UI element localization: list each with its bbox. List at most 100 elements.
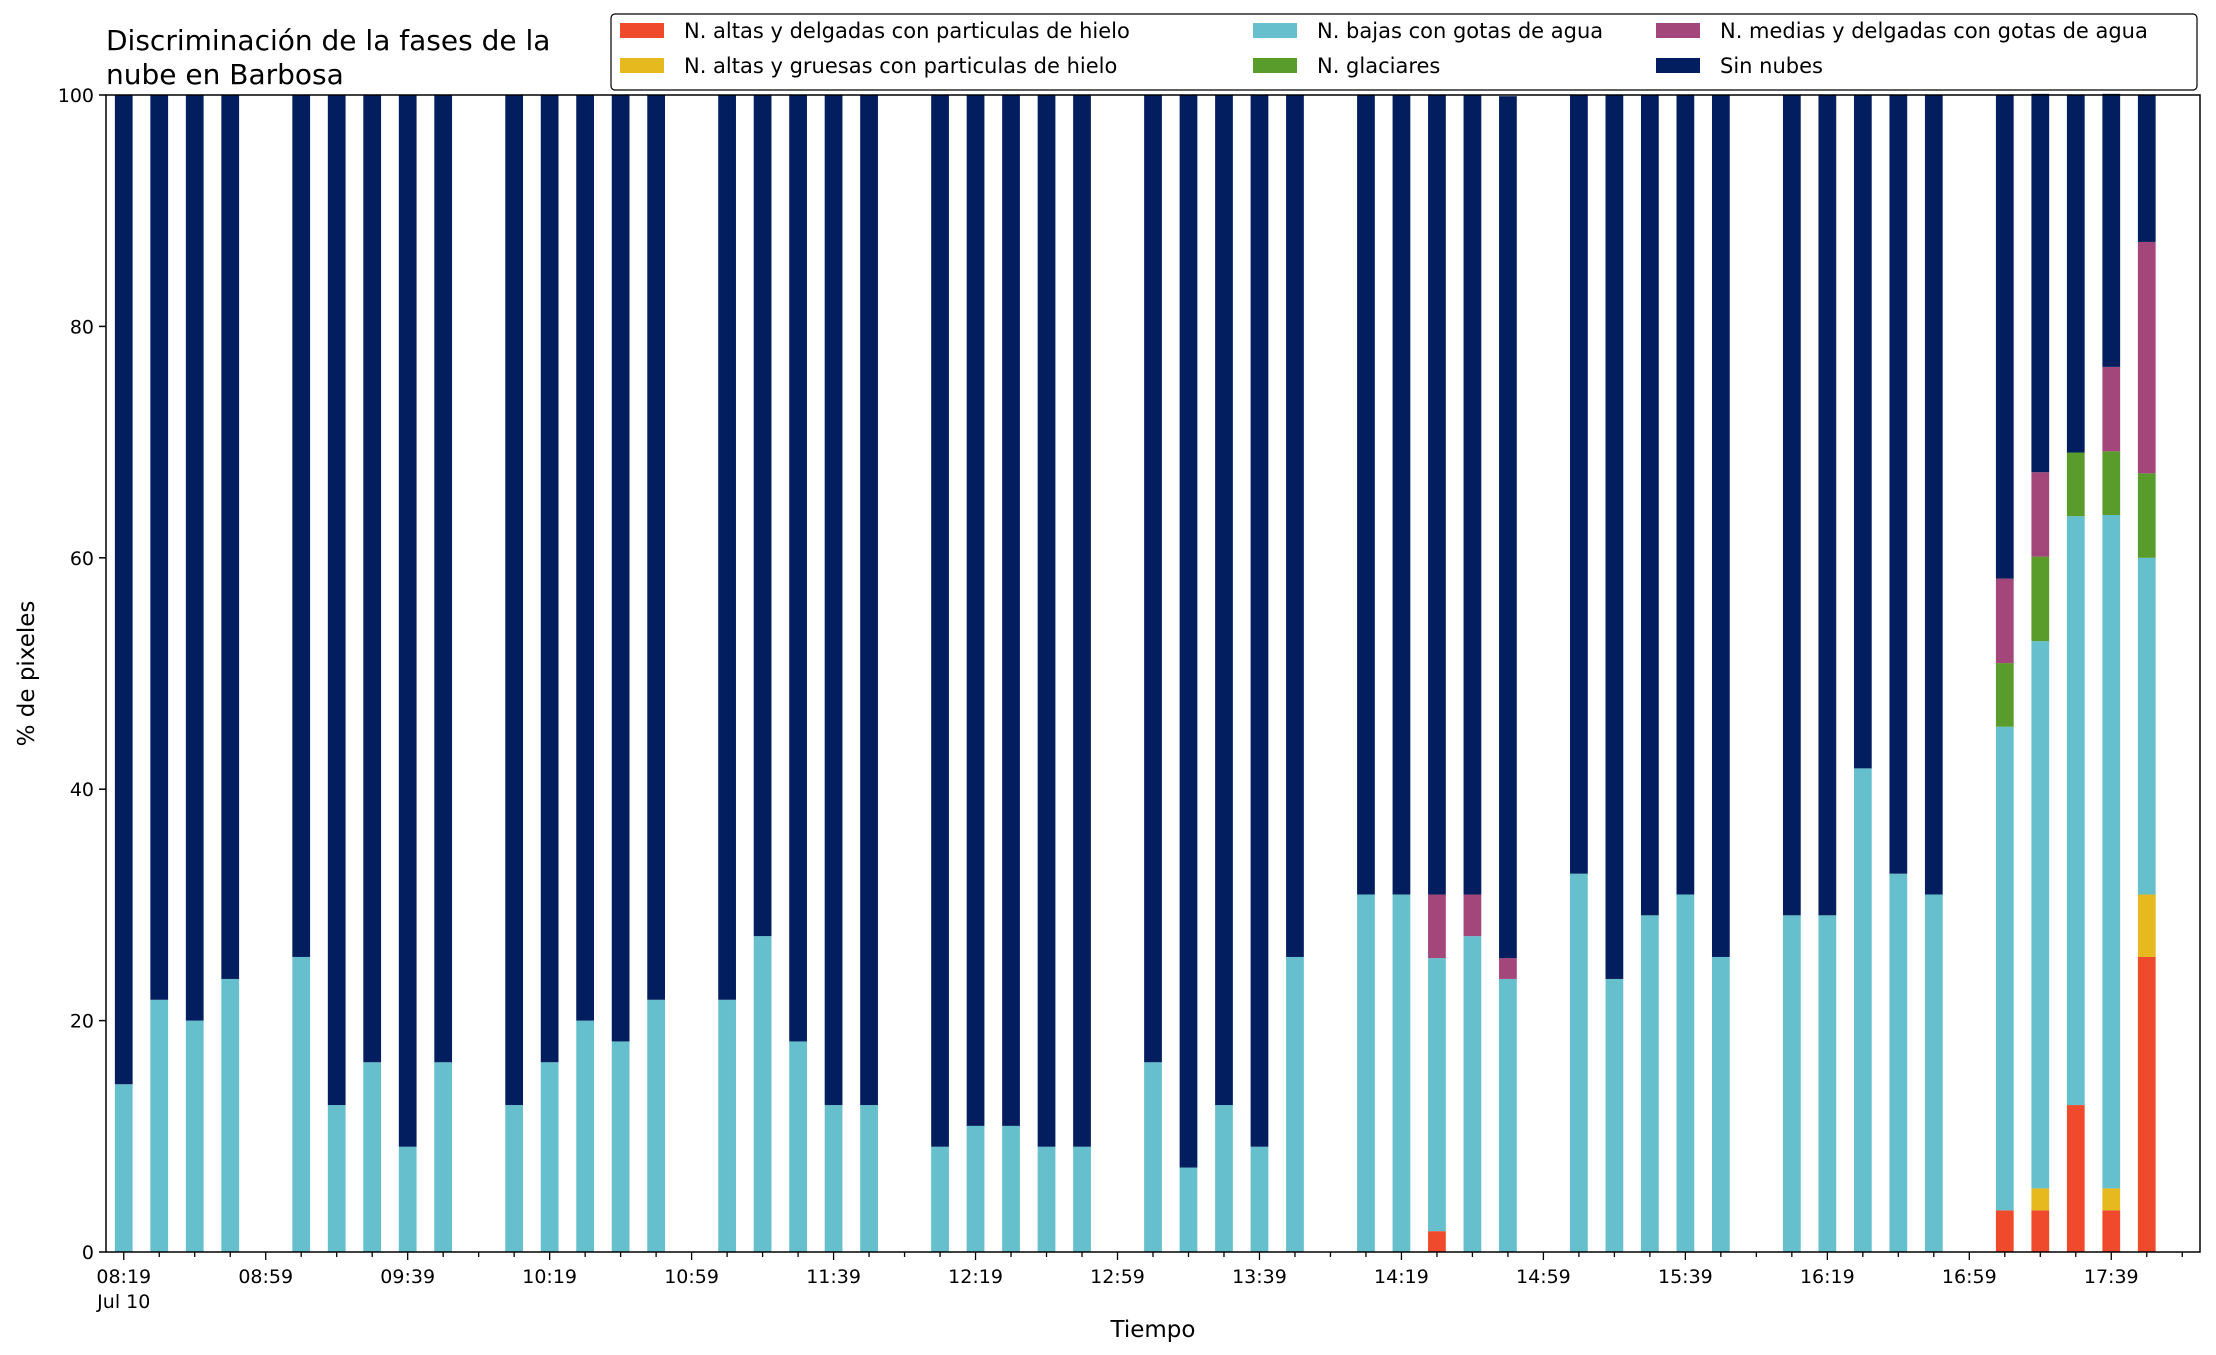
y-axis: 0 20 40 60 80 100 bbox=[58, 85, 106, 1264]
y-tick-label-5: 100 bbox=[58, 85, 94, 107]
bar-segment-2-2 bbox=[185, 1020, 204, 1252]
y-tick-label-3: 60 bbox=[70, 548, 94, 570]
legend-box bbox=[610, 13, 2198, 91]
bar-segment-5-11 bbox=[505, 95, 524, 1106]
bar-segment-4-56 bbox=[2102, 366, 2121, 452]
bar-segment-5-41 bbox=[1570, 95, 1588, 874]
bar-segment-2-0 bbox=[114, 1084, 133, 1252]
y-tick-label-4: 80 bbox=[70, 316, 94, 338]
bar-segment-0-55 bbox=[2066, 1105, 2085, 1252]
bar-segment-2-11 bbox=[505, 1105, 524, 1252]
bar-segment-2-19 bbox=[789, 1041, 807, 1252]
bar-segment-5-15 bbox=[647, 95, 665, 1000]
plot-frame bbox=[105, 94, 2201, 1253]
bar-segment-2-13 bbox=[576, 1020, 595, 1252]
bar-segment-4-57 bbox=[2137, 241, 2156, 474]
bar-segment-1-56 bbox=[2102, 1188, 2121, 1211]
x-tick-label-10: 14:59 bbox=[1516, 1266, 1571, 1288]
y-axis-title: % de pixeles bbox=[14, 601, 40, 747]
legend-label-3: N. glaciares bbox=[1317, 54, 1440, 78]
bar-segment-5-48 bbox=[1818, 95, 1837, 916]
chart-title: Discriminación de la fases de la nube en… bbox=[106, 24, 550, 91]
bar-segment-2-6 bbox=[327, 1105, 346, 1252]
legend-label-2: N. bajas con gotas de agua bbox=[1317, 19, 1603, 43]
legend-swatch-2 bbox=[1253, 23, 1297, 38]
bar-segment-2-55 bbox=[2066, 516, 2085, 1106]
x-axis-title: Tiempo bbox=[1110, 1317, 1196, 1343]
bar-segment-5-37 bbox=[1428, 95, 1446, 895]
bar-segment-5-27 bbox=[1073, 95, 1091, 1147]
bar-segment-0-37 bbox=[1428, 1231, 1446, 1252]
bar-segment-5-21 bbox=[860, 95, 878, 1106]
x-tick-label-6: 12:19 bbox=[948, 1266, 1003, 1288]
x-date-label: Jul 10 bbox=[96, 1291, 150, 1313]
legend-swatch-0 bbox=[620, 23, 664, 38]
x-tick-label-7: 12:59 bbox=[1090, 1266, 1145, 1288]
bar-segment-5-42 bbox=[1605, 95, 1624, 979]
bar-segment-3-53 bbox=[1995, 663, 2014, 727]
bar-segment-5-32 bbox=[1250, 95, 1269, 1147]
bar-segment-5-2 bbox=[185, 95, 204, 1021]
bar-segment-2-21 bbox=[860, 1105, 878, 1252]
legend-swatch-1 bbox=[620, 58, 664, 73]
bar-segment-2-33 bbox=[1286, 956, 1304, 1252]
bar-segment-2-35 bbox=[1357, 894, 1375, 1252]
x-tick-label-8: 13:39 bbox=[1232, 1266, 1287, 1288]
bar-segment-5-17 bbox=[718, 95, 736, 1000]
bar-segment-5-12 bbox=[540, 95, 559, 1063]
x-tick-label-12: 16:19 bbox=[1800, 1266, 1855, 1288]
x-tick-label-13: 16:59 bbox=[1942, 1266, 1997, 1288]
bar-segment-2-30 bbox=[1179, 1167, 1198, 1252]
bar-segment-5-36 bbox=[1392, 95, 1411, 895]
bars-layer bbox=[114, 93, 2156, 1252]
bar-segment-2-36 bbox=[1392, 894, 1411, 1252]
bar-segment-5-8 bbox=[398, 95, 417, 1147]
bar-segment-5-20 bbox=[824, 95, 843, 1106]
bar-segment-5-33 bbox=[1286, 95, 1304, 957]
bar-segment-1-57 bbox=[2137, 894, 2156, 957]
bar-segment-4-39 bbox=[1499, 958, 1517, 979]
bar-segment-5-55 bbox=[2066, 95, 2085, 453]
bar-segment-5-19 bbox=[789, 95, 807, 1042]
y-tick-label-2: 40 bbox=[70, 779, 94, 801]
bar-segment-2-50 bbox=[1889, 873, 1908, 1252]
bar-segment-2-17 bbox=[718, 999, 736, 1252]
bar-segment-5-56 bbox=[2102, 93, 2121, 367]
x-tick-label-14: 17:39 bbox=[2084, 1266, 2139, 1288]
y-tick-label-0: 0 bbox=[82, 1242, 94, 1264]
bar-segment-2-32 bbox=[1250, 1146, 1269, 1252]
bar-segment-5-49 bbox=[1853, 95, 1872, 769]
bar-segment-5-53 bbox=[1995, 95, 2014, 579]
bar-segment-2-20 bbox=[824, 1105, 843, 1252]
x-tick-label-1: 08:59 bbox=[238, 1266, 293, 1288]
bar-segment-4-54 bbox=[2031, 472, 2050, 557]
bar-segment-0-57 bbox=[2137, 956, 2156, 1252]
bar-segment-5-1 bbox=[150, 95, 169, 1000]
bar-segment-5-47 bbox=[1782, 95, 1801, 916]
bar-segment-2-26 bbox=[1037, 1146, 1056, 1252]
bar-segment-2-7 bbox=[363, 1062, 382, 1252]
bar-segment-5-29 bbox=[1144, 95, 1162, 1063]
bar-segment-2-54 bbox=[2031, 641, 2050, 1189]
bar-segment-5-39 bbox=[1499, 96, 1517, 959]
x-tick-label-5: 11:39 bbox=[806, 1266, 861, 1288]
bar-segment-2-44 bbox=[1676, 894, 1695, 1252]
bar-segment-5-24 bbox=[966, 95, 985, 1126]
legend-label-5: Sin nubes bbox=[1720, 54, 1823, 78]
bar-segment-5-57 bbox=[2137, 95, 2156, 242]
bar-segment-2-41 bbox=[1570, 873, 1588, 1252]
bar-segment-3-55 bbox=[2066, 452, 2085, 517]
bar-segment-2-8 bbox=[398, 1146, 417, 1252]
bar-segment-0-54 bbox=[2031, 1210, 2050, 1252]
x-tick-label-11: 15:39 bbox=[1658, 1266, 1713, 1288]
bar-segment-5-6 bbox=[327, 95, 346, 1106]
bar-segment-2-37 bbox=[1428, 958, 1446, 1232]
bar-segment-2-5 bbox=[292, 956, 311, 1252]
bar-segment-2-53 bbox=[1995, 726, 2014, 1211]
x-tick-label-0: 08:19 bbox=[96, 1266, 151, 1288]
bar-segment-2-57 bbox=[2137, 557, 2156, 895]
bar-segment-5-44 bbox=[1676, 95, 1695, 895]
bar-segment-5-51 bbox=[1924, 95, 1943, 895]
bar-segment-5-50 bbox=[1889, 95, 1908, 874]
